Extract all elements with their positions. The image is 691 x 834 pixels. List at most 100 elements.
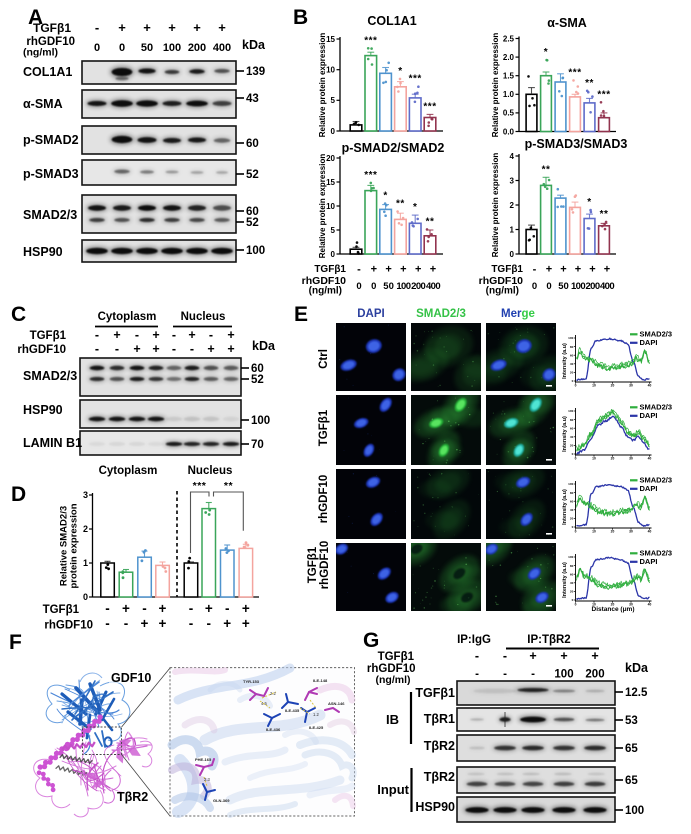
svg-text:0.0: 0.0: [503, 127, 515, 136]
svg-text:-: -: [124, 616, 129, 631]
svg-text:70: 70: [251, 439, 264, 451]
svg-text:IB: IB: [386, 712, 399, 727]
svg-text:-: -: [533, 264, 537, 276]
svg-text:40: 40: [648, 456, 652, 460]
svg-text:-: -: [105, 601, 110, 616]
svg-text:40: 40: [570, 581, 574, 585]
svg-text:3: 3: [83, 490, 88, 500]
svg-text:kDa: kDa: [625, 661, 649, 675]
svg-text:50: 50: [141, 42, 153, 54]
svg-text:TGFβ1: TGFβ1: [33, 21, 71, 35]
svg-text:1: 1: [83, 558, 88, 568]
svg-text:80: 80: [570, 564, 574, 568]
svg-text:100: 100: [571, 281, 585, 292]
svg-text:TβR2: TβR2: [424, 770, 455, 784]
svg-text:80: 80: [570, 418, 574, 422]
svg-text:-: -: [135, 328, 139, 342]
svg-text:+: +: [152, 328, 159, 342]
svg-text:15: 15: [326, 178, 335, 187]
svg-text:20: 20: [326, 154, 335, 163]
svg-text:200: 200: [188, 42, 206, 54]
svg-text:IP:TβR2: IP:TβR2: [527, 634, 570, 646]
svg-text:rhGDF10: rhGDF10: [318, 475, 330, 524]
svg-text:rhGDF10: rhGDF10: [479, 275, 524, 287]
svg-text:SMAD2/3: SMAD2/3: [640, 330, 673, 339]
svg-text:5: 5: [331, 96, 336, 105]
svg-text:100: 100: [163, 42, 181, 54]
svg-text:TGFβ1: TGFβ1: [30, 330, 67, 342]
svg-text:200: 200: [585, 669, 604, 681]
svg-text:PHE-165: PHE-165: [195, 757, 212, 762]
svg-text:43: 43: [246, 93, 259, 105]
svg-text:2: 2: [510, 201, 515, 210]
svg-text:400: 400: [600, 281, 614, 292]
svg-text:60: 60: [246, 206, 259, 218]
svg-text:3: 3: [510, 176, 515, 185]
svg-text:**: **: [542, 164, 551, 175]
svg-text:-: -: [225, 601, 230, 616]
svg-text:40: 40: [570, 362, 574, 366]
svg-text:Intensity (a.u): Intensity (a.u): [562, 562, 568, 598]
svg-text:C: C: [11, 303, 26, 326]
svg-text:20: 20: [570, 517, 574, 521]
svg-text:+: +: [430, 264, 436, 276]
svg-text:30: 30: [629, 383, 633, 387]
svg-text:HSP90: HSP90: [415, 800, 455, 814]
svg-text:Intensity (a.u): Intensity (a.u): [562, 343, 568, 379]
svg-text:10: 10: [592, 456, 596, 460]
svg-text:+: +: [141, 616, 149, 631]
svg-text:(ng/ml): (ng/ml): [486, 286, 519, 297]
svg-text:30: 30: [629, 602, 633, 606]
svg-text:TβR1: TβR1: [424, 712, 455, 726]
svg-text:100: 100: [568, 336, 573, 340]
svg-text:-: -: [503, 649, 507, 663]
svg-text:Cytoplasm: Cytoplasm: [98, 311, 157, 323]
svg-text:+: +: [122, 601, 130, 616]
svg-text:4: 4: [510, 152, 515, 161]
svg-text:TGFβ1: TGFβ1: [491, 264, 523, 275]
svg-text:p-SMAD2/SMAD2: p-SMAD2/SMAD2: [342, 141, 445, 155]
svg-text:***: ***: [423, 101, 436, 112]
svg-text:A: A: [28, 6, 43, 29]
svg-text:0: 0: [575, 529, 577, 533]
svg-text:**: **: [396, 199, 405, 210]
svg-text:Merge: Merge: [501, 308, 535, 320]
svg-text:***: ***: [597, 89, 610, 100]
svg-text:-: -: [475, 669, 479, 681]
svg-text:DAPI: DAPI: [640, 557, 658, 566]
svg-text:20: 20: [611, 456, 615, 460]
svg-text:*: *: [383, 191, 387, 202]
svg-text:0: 0: [572, 525, 574, 529]
svg-text:80: 80: [570, 491, 574, 495]
svg-text:Relative protein expression: Relative protein expression: [318, 154, 327, 259]
svg-text:52: 52: [251, 374, 264, 386]
svg-text:0: 0: [371, 281, 376, 292]
svg-text:20: 20: [611, 602, 615, 606]
svg-text:COL1A1: COL1A1: [23, 65, 72, 79]
svg-text:200: 200: [411, 281, 425, 292]
svg-text:10: 10: [592, 529, 596, 533]
svg-text:***: ***: [193, 480, 207, 492]
svg-text:TGFβ1: TGFβ1: [43, 604, 80, 616]
svg-text:0: 0: [331, 250, 336, 259]
svg-text:20: 20: [611, 529, 615, 533]
svg-text:+: +: [227, 328, 234, 342]
svg-text:-: -: [95, 342, 99, 356]
svg-text:*: *: [398, 66, 402, 77]
svg-text:SMAD2/3: SMAD2/3: [640, 549, 673, 558]
svg-text:-: -: [207, 616, 212, 631]
svg-text:E: E: [294, 303, 308, 326]
svg-text:SMAD2/3: SMAD2/3: [23, 208, 77, 222]
svg-text:TGFβ1: TGFβ1: [318, 409, 330, 446]
svg-text:(ng/ml): (ng/ml): [309, 286, 342, 297]
svg-text:rhGDF10: rhGDF10: [319, 541, 331, 590]
svg-text:Relative SMAD2/3: Relative SMAD2/3: [59, 506, 70, 586]
svg-text:+: +: [589, 264, 595, 276]
svg-text:+: +: [143, 20, 151, 35]
svg-text:1.0: 1.0: [503, 90, 515, 99]
svg-text:4.5: 4.5: [261, 701, 267, 706]
svg-text:+: +: [152, 342, 159, 356]
svg-text:20: 20: [570, 371, 574, 375]
svg-text:+: +: [560, 264, 566, 276]
svg-text:0: 0: [510, 250, 515, 259]
